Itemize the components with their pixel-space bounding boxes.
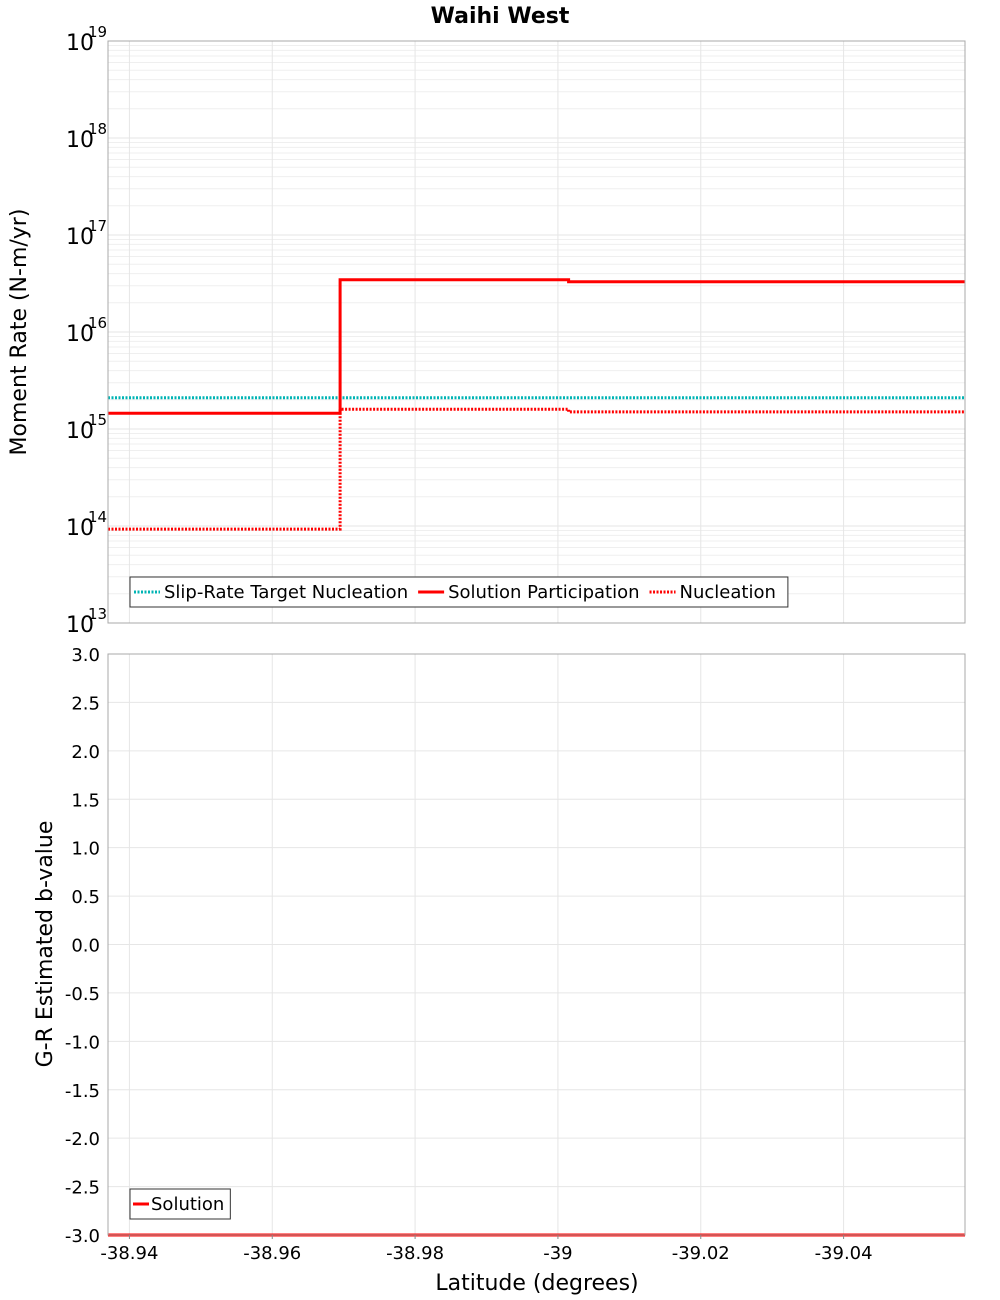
y-tick-label: -1.5 (65, 1081, 100, 1102)
svg-text:17: 17 (88, 217, 107, 235)
svg-text:10: 10 (66, 225, 94, 250)
svg-text:15: 15 (88, 411, 107, 429)
legend-entry: Nucleation (649, 582, 776, 603)
y-tick-label: -3.0 (65, 1226, 100, 1247)
x-tick-label: -39 (543, 1243, 572, 1264)
svg-text:18: 18 (88, 120, 107, 138)
legend-label: Solution (151, 1194, 224, 1215)
legend-label: Slip-Rate Target Nucleation (164, 582, 408, 603)
y-tick-label: 2.5 (71, 693, 100, 714)
svg-text:10: 10 (66, 31, 94, 56)
svg-text:10: 10 (66, 516, 94, 541)
y-tick-label: -2.0 (65, 1129, 100, 1150)
svg-text:14: 14 (88, 508, 107, 526)
svg-text:16: 16 (88, 314, 107, 332)
legend-box (129, 576, 789, 608)
x-axis-label: Latitude (degrees) (435, 1271, 638, 1296)
x-tick-label: -39.04 (815, 1243, 873, 1264)
bottom-legend: Solution (129, 1188, 231, 1220)
y-tick-label: -2.5 (65, 1178, 100, 1199)
series-solution-participation (108, 278, 965, 415)
svg-text:10: 10 (66, 128, 94, 153)
chart-title: Waihi West (431, 4, 570, 29)
x-tick-label: -38.98 (386, 1243, 444, 1264)
y-tick-label: 1.0 (71, 839, 100, 860)
top-y-axis-label: Moment Rate (N-m/yr) (7, 209, 32, 456)
legend-label: Solution Participation (448, 582, 639, 603)
svg-text:10: 10 (66, 613, 94, 638)
svg-text:10: 10 (66, 322, 94, 347)
b-value-panel: 3.0 2.5 2.0 1.5 1.0 0.5 0.0 -0.5 -1.0 -1.5 -2.0 -2.… (33, 645, 966, 1247)
y-tick-label: 0.5 (71, 887, 100, 908)
x-tick-label: -38.96 (243, 1243, 301, 1264)
legend-entry: Solution Participation (418, 582, 640, 603)
y-tick-label: 3.0 (71, 645, 100, 666)
y-tick-label: -0.5 (65, 984, 100, 1005)
x-tick-label: -38.94 (100, 1243, 158, 1264)
y-tick-label: 1.5 (71, 790, 100, 811)
legend-label: Nucleation (680, 582, 776, 603)
y-tick-label: 0.0 (71, 936, 100, 957)
svg-text:13: 13 (88, 605, 107, 623)
legend-entry: Slip-Rate Target Nucleation (134, 582, 408, 603)
series-nucleation (108, 407, 965, 531)
x-tick-label: -39.02 (672, 1243, 730, 1264)
legend-entry: Solution (133, 1194, 224, 1215)
bottom-y-axis-label: G-R Estimated b-value (33, 821, 58, 1068)
svg-text:10: 10 (66, 419, 94, 444)
y-tick-label: -1.0 (65, 1032, 100, 1053)
y-tick-label: 2.0 (71, 742, 100, 763)
svg-text:19: 19 (88, 23, 107, 41)
top-legend: Slip-Rate Target Nucleation Solution Part… (129, 576, 789, 608)
